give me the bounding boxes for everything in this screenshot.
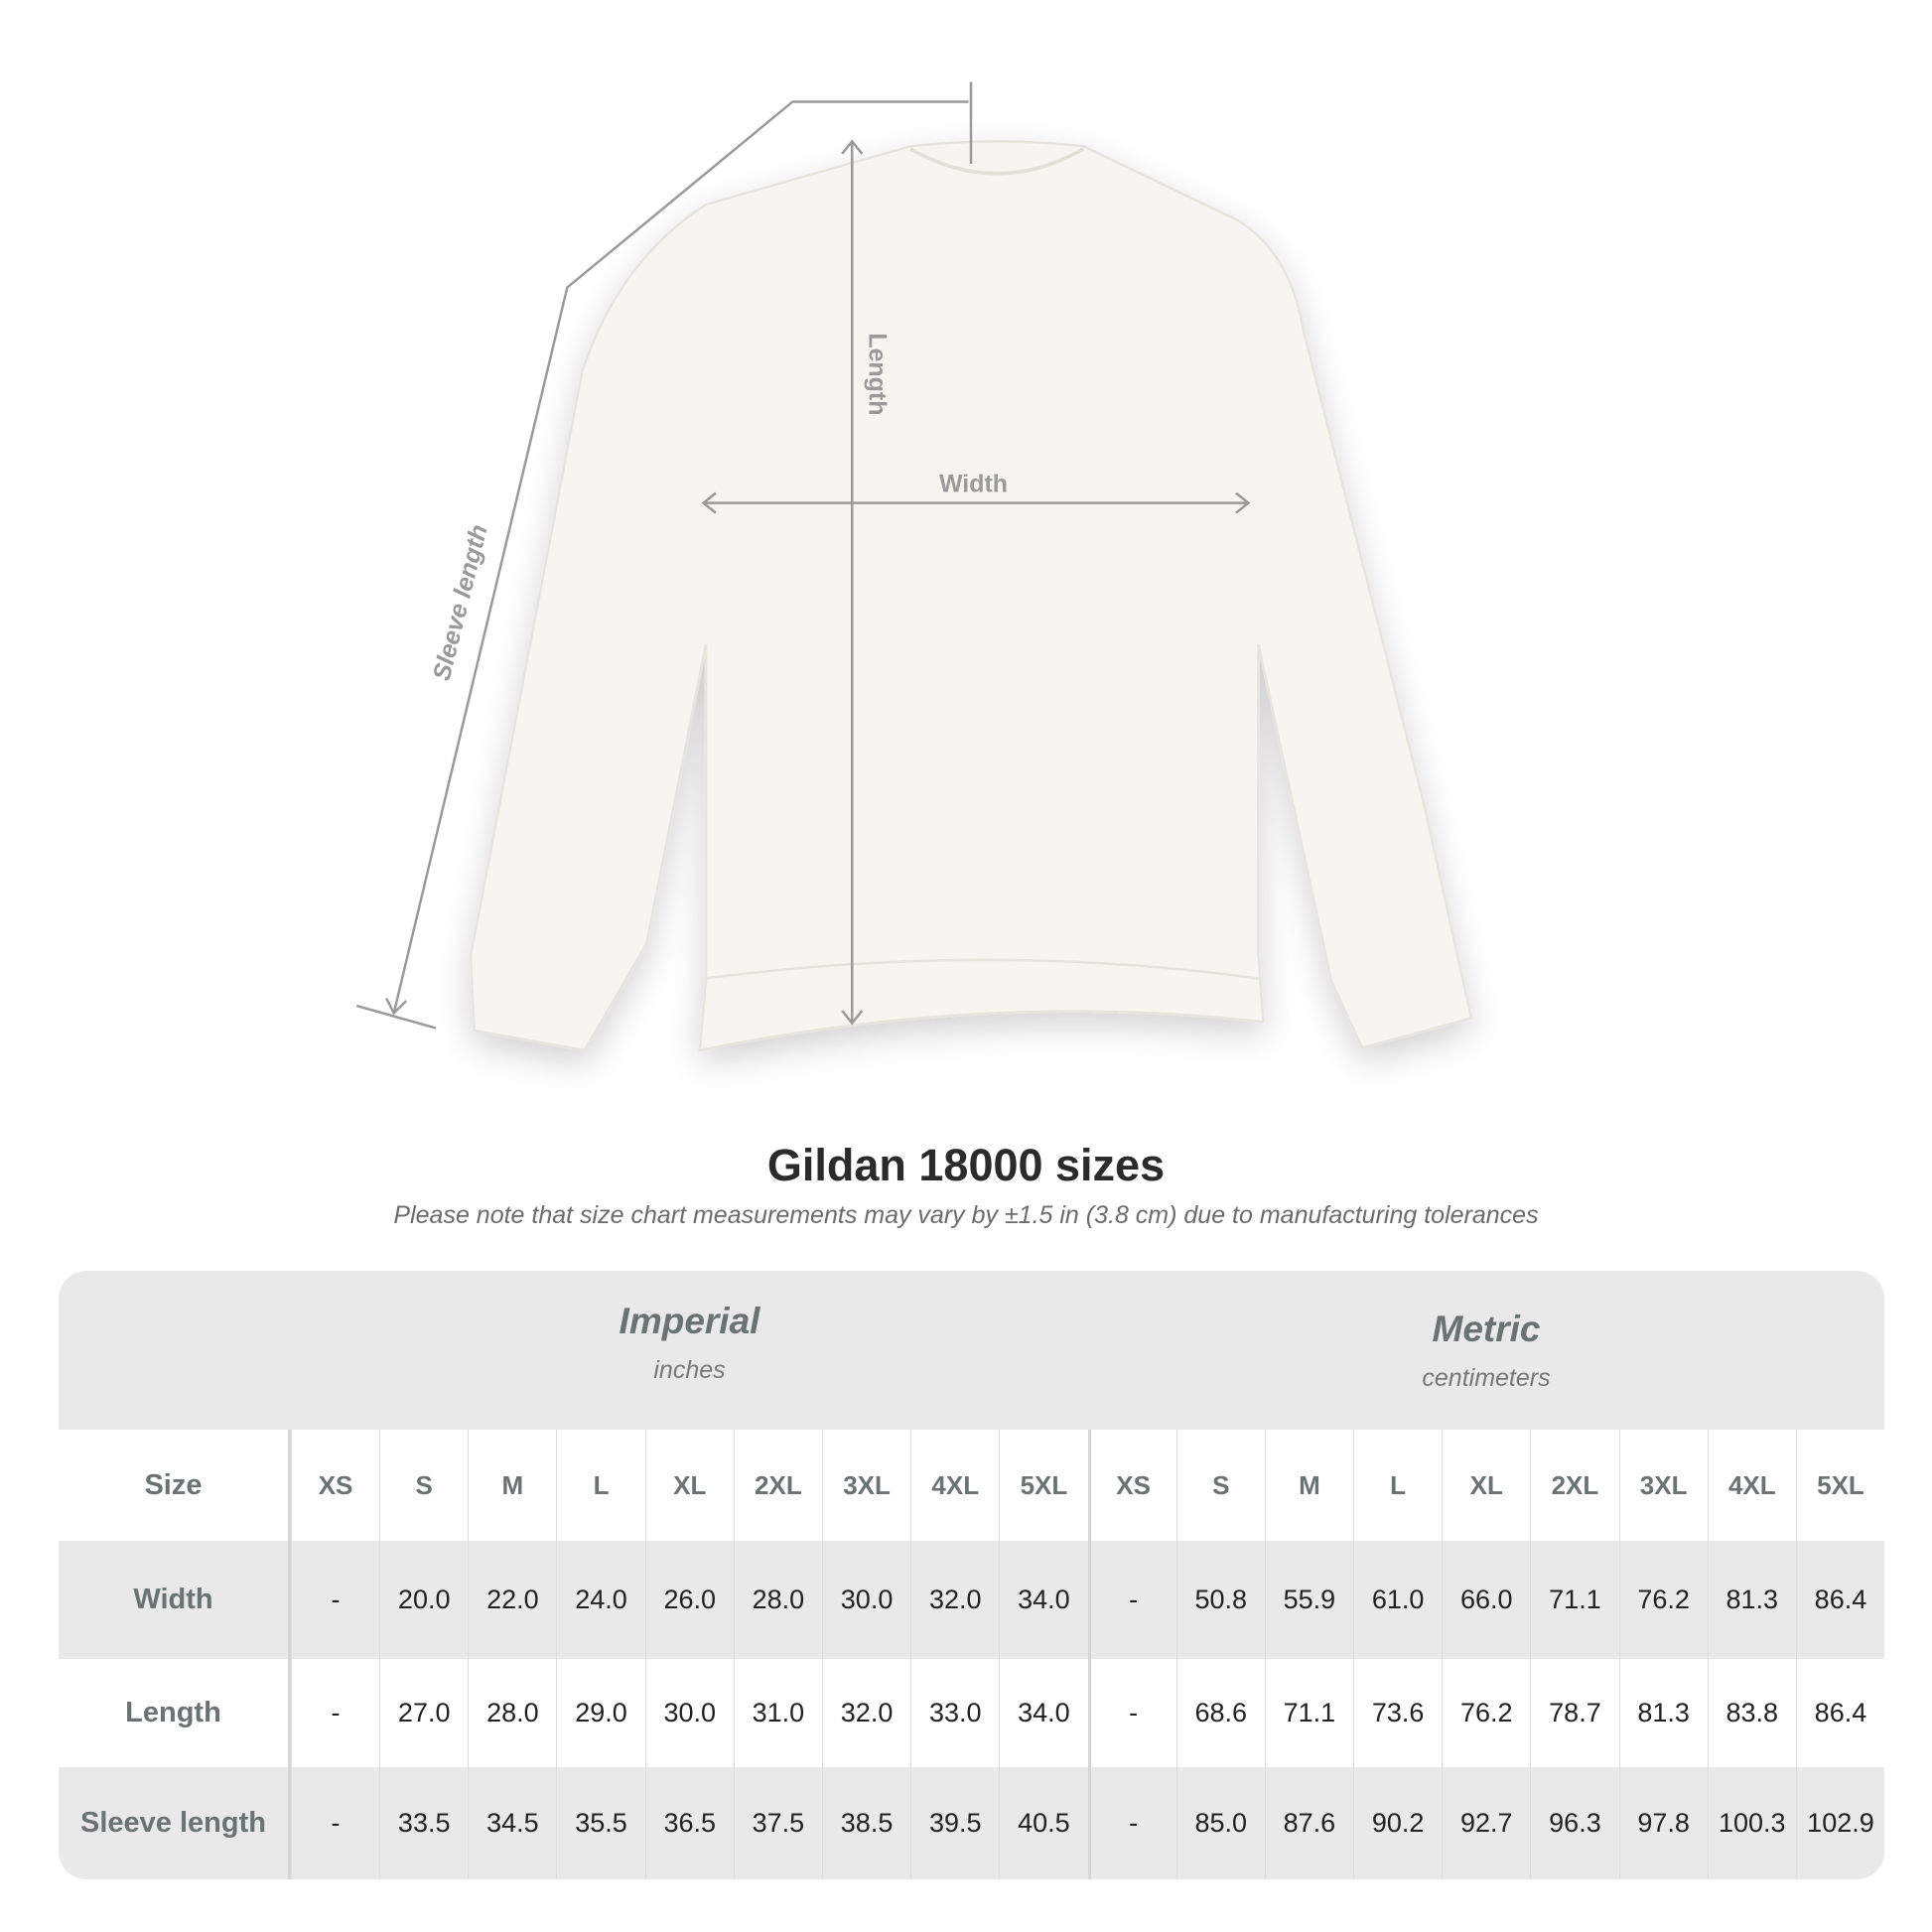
imperial-size-header: 5XL: [999, 1430, 1087, 1541]
metric-value-cell: -: [1087, 1541, 1176, 1659]
metric-size-header: 5XL: [1795, 1430, 1884, 1541]
metric-value-cell: 76.2: [1618, 1541, 1708, 1659]
metric-value-cell: 92.7: [1442, 1767, 1530, 1879]
row-label: Sleeve length: [59, 1767, 291, 1879]
table-row: Sleeve length -33.5 34.5 35.5 36.5 37.5 38.5 39…: [59, 1767, 1884, 1879]
table-row: Width -20.0 22.0 24.0 26.0 28.0 30.0 32.0 34.0-5…: [59, 1541, 1884, 1659]
sweatshirt-measurement-diagram: Length Width Sleeve length: [355, 81, 1473, 1052]
imperial-value-cell: 29.0: [556, 1659, 644, 1767]
width-label: Width: [939, 470, 1008, 497]
metric-title: Metric: [1432, 1309, 1541, 1349]
metric-value-cell: 50.8: [1175, 1541, 1265, 1659]
imperial-value-cell: 22.0: [468, 1541, 556, 1659]
size-header-row: Size XS S M L XL 2XL 3XL 4XL 5XL XS S M L XL 2XL 3XL 4XL 5…: [59, 1430, 1884, 1541]
imperial-value-cell: 26.0: [644, 1541, 734, 1659]
metric-value-cell: 87.6: [1264, 1767, 1353, 1879]
sleeve-measure-line: [392, 100, 969, 1014]
metric-value-cell: 85.0: [1175, 1767, 1265, 1879]
sleeve-length-label: Sleeve length: [428, 522, 493, 684]
metric-value-cell: 61.0: [1353, 1541, 1442, 1659]
metric-size-header: 4XL: [1707, 1430, 1796, 1541]
imperial-value-cell: 35.5: [556, 1767, 644, 1879]
imperial-unit: inches: [653, 1356, 726, 1384]
imperial-value-cell: 30.0: [644, 1659, 734, 1767]
imperial-value-cell: 34.0: [999, 1541, 1087, 1659]
metric-value-cell: 66.0: [1442, 1541, 1530, 1659]
metric-value-cell: -: [1087, 1659, 1176, 1767]
imperial-value-cell: 32.0: [821, 1659, 910, 1767]
metric-value-cell: 81.3: [1618, 1659, 1708, 1767]
collar: [908, 147, 1085, 176]
metric-value-cell: -: [1087, 1767, 1176, 1879]
imperial-size-header: L: [556, 1430, 644, 1541]
imperial-size-header: 2XL: [733, 1430, 822, 1541]
metric-size-header: 3XL: [1618, 1430, 1708, 1541]
size-table: Imperial inches Metric centimeters Size X…: [59, 1271, 1884, 1879]
metric-size-header: M: [1264, 1430, 1353, 1541]
sweatshirt-image: [469, 140, 1473, 1052]
metric-size-header: XS: [1087, 1430, 1176, 1541]
imperial-value-cell: 28.0: [468, 1659, 556, 1767]
imperial-value-cell: 28.0: [733, 1541, 822, 1659]
imperial-value-cell: 34.5: [468, 1767, 556, 1879]
metric-value-cell: 71.1: [1530, 1541, 1618, 1659]
sleeve-tick-bottom: [355, 1004, 437, 1030]
imperial-value-cell: 37.5: [733, 1767, 822, 1879]
metric-value-cell: 97.8: [1618, 1767, 1708, 1879]
table-row: Length -27.0 28.0 29.0 30.0 31.0 32.0 33.0 34.0-…: [59, 1659, 1884, 1767]
tolerance-note: Please note that size chart measurements…: [393, 1201, 1539, 1229]
imperial-value-cell: 39.5: [910, 1767, 999, 1879]
imperial-size-header: 4XL: [910, 1430, 999, 1541]
row-label: Width: [59, 1541, 291, 1659]
imperial-value-cell: 30.0: [821, 1541, 910, 1659]
imperial-value-cell: 32.0: [910, 1541, 999, 1659]
metric-value-cell: 76.2: [1442, 1659, 1530, 1767]
metric-value-cell: 102.9: [1795, 1767, 1884, 1879]
metric-value-cell: 86.4: [1795, 1659, 1884, 1767]
metric-header: Metric centimeters: [1088, 1309, 1884, 1393]
metric-size-header: XL: [1442, 1430, 1530, 1541]
metric-value-cell: 78.7: [1530, 1659, 1618, 1767]
metric-value-cell: 81.3: [1707, 1541, 1796, 1659]
metric-size-header: S: [1175, 1430, 1265, 1541]
imperial-title: Imperial: [619, 1301, 760, 1341]
metric-value-cell: 71.1: [1264, 1659, 1353, 1767]
metric-value-cell: 86.4: [1795, 1541, 1884, 1659]
metric-value-cell: 100.3: [1707, 1767, 1796, 1879]
metric-value-cell: 55.9: [1264, 1541, 1353, 1659]
imperial-value-cell: 27.0: [379, 1659, 468, 1767]
imperial-size-header: M: [468, 1430, 556, 1541]
imperial-value-cell: 36.5: [644, 1767, 734, 1879]
row-label: Length: [59, 1659, 291, 1767]
imperial-size-header: S: [379, 1430, 468, 1541]
imperial-value-cell: 33.0: [910, 1659, 999, 1767]
imperial-size-header: XL: [644, 1430, 734, 1541]
metric-value-cell: 83.8: [1707, 1659, 1796, 1767]
imperial-value-cell: 34.0: [999, 1659, 1087, 1767]
imperial-value-cell: -: [290, 1767, 379, 1879]
imperial-value-cell: 31.0: [733, 1659, 822, 1767]
metric-value-cell: 68.6: [1175, 1659, 1265, 1767]
imperial-size-header: XS: [290, 1430, 379, 1541]
imperial-value-cell: 40.5: [999, 1767, 1087, 1879]
metric-value-cell: 73.6: [1353, 1659, 1442, 1767]
imperial-header: Imperial inches: [291, 1301, 1088, 1385]
row-label: Size: [59, 1430, 291, 1541]
imperial-value-cell: 33.5: [379, 1767, 468, 1879]
imperial-value-cell: -: [290, 1659, 379, 1767]
imperial-value-cell: -: [290, 1541, 379, 1659]
imperial-value-cell: 38.5: [821, 1767, 910, 1879]
metric-size-header: 2XL: [1530, 1430, 1618, 1541]
imperial-size-header: 3XL: [821, 1430, 910, 1541]
page-title: Gildan 18000 sizes: [766, 1140, 1166, 1190]
imperial-value-cell: 20.0: [379, 1541, 468, 1659]
metric-size-header: L: [1353, 1430, 1442, 1541]
hem-rib: [703, 958, 1259, 980]
metric-value-cell: 96.3: [1530, 1767, 1618, 1879]
metric-unit: centimeters: [1422, 1364, 1551, 1392]
metric-value-cell: 90.2: [1353, 1767, 1442, 1879]
imperial-value-cell: 24.0: [556, 1541, 644, 1659]
length-label: Length: [864, 333, 892, 415]
